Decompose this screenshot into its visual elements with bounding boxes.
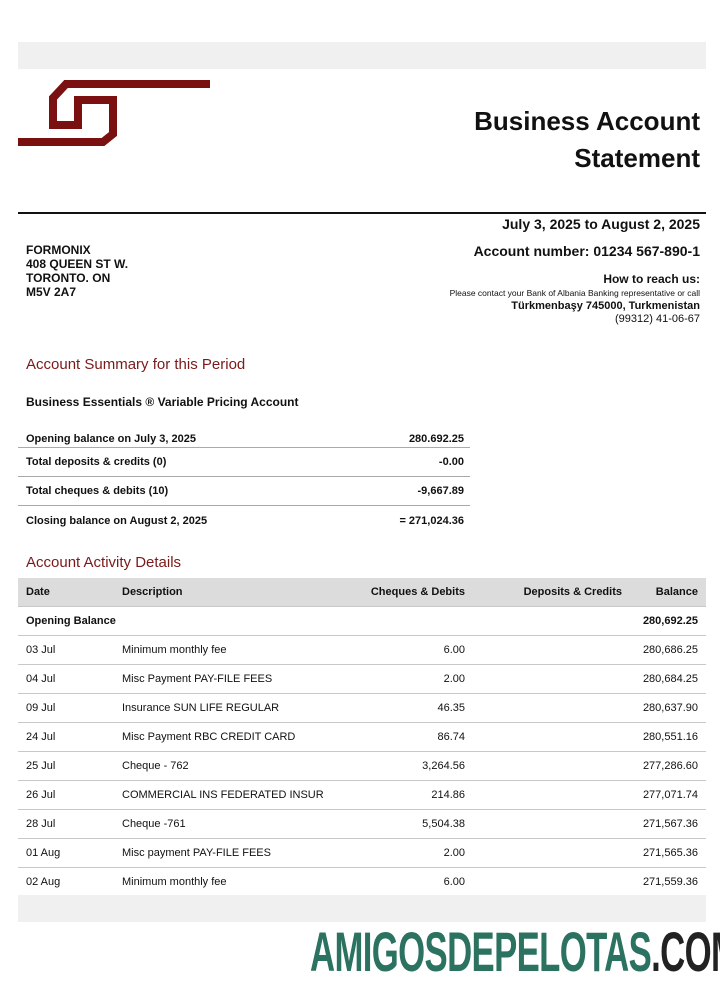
cell-date: 24 Jul: [18, 722, 114, 752]
cell-desc: Misc payment PAY-FILE FEES: [114, 838, 344, 868]
cell-debit: 3,264.56: [344, 751, 473, 781]
table-row: 25 Jul Cheque - 762 3,264.56 277,286.60: [18, 751, 706, 781]
summary-row: Total deposits & credits (0) -0.00: [18, 448, 470, 477]
activity-heading: Account Activity Details: [26, 554, 182, 571]
cell-date: 09 Jul: [18, 693, 114, 723]
cell-desc: Cheque -761: [114, 809, 344, 839]
opening-balance-row: Opening Balance 280,692.25: [18, 606, 706, 636]
cell-desc: Misc Payment RBC CREDIT CARD: [114, 722, 344, 752]
summary-row: Closing balance on August 2, 2025 = 271,0…: [26, 514, 464, 527]
cell-balance: 271,565.36: [630, 838, 706, 868]
cell-balance: 280,551.16: [630, 722, 706, 752]
cell-credit: [473, 722, 630, 752]
page-title: Business Account Statement: [474, 106, 700, 173]
table-row: 01 Aug Misc payment PAY-FILE FEES 2.00 271,…: [18, 838, 706, 868]
cell-date: 03 Jul: [18, 635, 114, 665]
bank-logo: [18, 80, 210, 146]
table-row: 24 Jul Misc Payment RBC CREDIT CARD 86.74 2…: [18, 722, 706, 752]
contact-phone: (99312) 41-06-67: [614, 313, 700, 325]
cell-balance: 280,684.25: [630, 664, 706, 694]
table-row: 28 Jul Cheque -761 5,504.38 271,567.36: [18, 809, 706, 839]
cell-debit: 5,504.38: [344, 809, 473, 839]
cell-balance: 277,071.74: [630, 780, 706, 810]
table-row: 26 Jul COMMERCIAL INS FEDERATED INSUR 214.…: [18, 780, 706, 810]
cell-balance: 277,286.60: [630, 751, 706, 781]
cell-balance: 280,686.25: [630, 635, 706, 665]
cell-debit: 46.35: [344, 693, 473, 723]
table-row: 03 Jul Minimum monthly fee 6.00 280,686.25: [18, 635, 706, 665]
cell-desc: COMMERCIAL INS FEDERATED INSUR: [114, 780, 344, 810]
table-row: 09 Jul Insurance SUN LIFE REGULAR 46.35 280…: [18, 693, 706, 723]
cell-credit: [473, 780, 630, 810]
watermark: AMIGOSDEPELOTAS.COM: [310, 920, 720, 983]
contact-location: Türkmenbaşy 745000, Turkmenistan: [511, 300, 700, 312]
summary-table: Opening balance on July 3, 2025 280.692.2…: [18, 428, 470, 535]
divider: [18, 212, 706, 214]
statement-period: July 3, 2025 to August 2, 2025: [502, 216, 700, 232]
cell-balance: 280,637.90: [630, 693, 706, 723]
cell-desc: Cheque - 762: [114, 751, 344, 781]
cell-desc: Insurance SUN LIFE REGULAR: [114, 693, 344, 723]
top-band: [18, 42, 706, 69]
cell-credit: [473, 693, 630, 723]
cell-date: 02 Aug: [18, 867, 114, 897]
contact-heading: How to reach us:: [603, 272, 700, 286]
cell-date: 25 Jul: [18, 751, 114, 781]
cell-balance: 271,567.36: [630, 809, 706, 839]
summary-heading: Account Summary for this Period: [26, 356, 246, 373]
cell-desc: Minimum monthly fee: [114, 635, 344, 665]
cell-debit: 2.00: [344, 664, 473, 694]
summary-row: Opening balance on July 3, 2025 280.692.2…: [18, 428, 470, 448]
customer-address: FORMONIX 408 QUEEN ST W. TORONTO. ON M5V…: [26, 243, 129, 299]
activity-table: Date Description Cheques & Debits Deposi…: [18, 578, 706, 897]
table-header: Date Description Cheques & Debits Deposi…: [18, 578, 706, 607]
cell-date: 26 Jul: [18, 780, 114, 810]
cell-date: 28 Jul: [18, 809, 114, 839]
cell-date: 04 Jul: [18, 664, 114, 694]
cell-desc: Minimum monthly fee: [114, 867, 344, 897]
cell-credit: [473, 635, 630, 665]
bottom-band: [18, 895, 706, 922]
cell-debit: 2.00: [344, 838, 473, 868]
cell-debit: 6.00: [344, 867, 473, 897]
cell-debit: 6.00: [344, 635, 473, 665]
cell-desc: Misc Payment PAY-FILE FEES: [114, 664, 344, 694]
contact-note: Please contact your Bank of Albania Bank…: [449, 288, 700, 298]
cell-credit: [473, 664, 630, 694]
cell-date: 01 Aug: [18, 838, 114, 868]
cell-credit: [473, 867, 630, 897]
cell-credit: [473, 838, 630, 868]
cell-debit: 86.74: [344, 722, 473, 752]
table-row: 02 Aug Minimum monthly fee 6.00 271,559.36: [18, 867, 706, 897]
table-row: 04 Jul Misc Payment PAY-FILE FEES 2.00 280,…: [18, 664, 706, 694]
cell-credit: [473, 751, 630, 781]
account-number: Account number: 01234 567-890-1: [473, 243, 700, 259]
cell-balance: 271,559.36: [630, 867, 706, 897]
cell-credit: [473, 809, 630, 839]
summary-row: Total cheques & debits (10) -9,667.89: [18, 477, 470, 506]
cell-debit: 214.86: [344, 780, 473, 810]
product-name: Business Essentials ® Variable Pricing A…: [26, 395, 299, 409]
